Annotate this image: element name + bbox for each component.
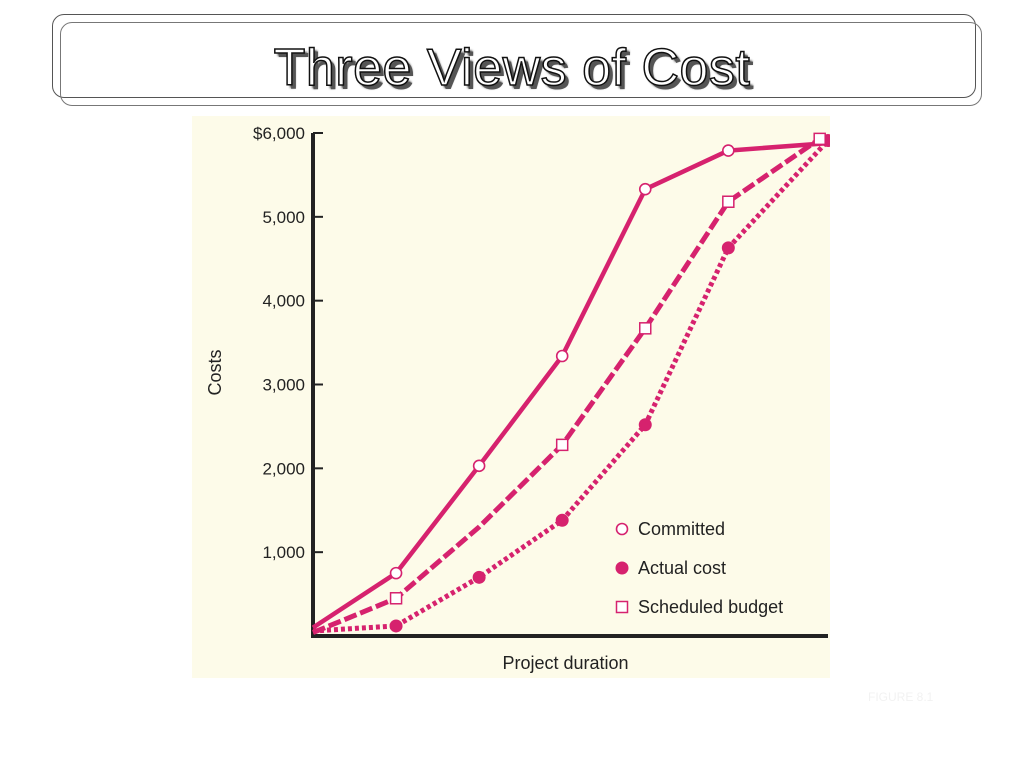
title-frame — [52, 14, 976, 98]
legend-marker-committed — [615, 522, 629, 536]
slide-title: Three Views of Cost — [273, 38, 751, 98]
data-point-actual-cost — [555, 513, 569, 527]
y-axis-title: Costs — [205, 349, 225, 395]
data-point-committed — [389, 566, 403, 580]
y-tick-label: 3,000 — [262, 376, 305, 395]
y-tick-label: 2,000 — [262, 459, 305, 478]
y-tick-label: 4,000 — [262, 292, 305, 311]
data-point-scheduled-budget — [813, 132, 826, 146]
title-frame-shadow — [60, 22, 982, 106]
legend-marker-actual-cost — [615, 561, 629, 575]
data-point-committed — [638, 182, 652, 196]
data-point-actual-cost — [472, 570, 486, 584]
x-axis-title: Project duration — [502, 653, 628, 673]
y-tick-label: 1,000 — [262, 543, 305, 562]
y-tick-label: 5,000 — [262, 208, 305, 227]
legend-label-scheduled-budget: Scheduled budget — [638, 597, 783, 617]
cost-chart: 1,000 2,000 3,000 4,000 5,000 $6,000 Project d… — [205, 124, 830, 673]
figure-note: FIGURE 8.1 — [868, 690, 934, 704]
data-point-scheduled-budget — [722, 195, 735, 208]
legend-marker-scheduled-budget — [615, 600, 629, 614]
data-point-committed — [722, 144, 735, 157]
data-point-scheduled-budget — [639, 322, 652, 335]
legend-label-actual-cost: Actual cost — [638, 558, 726, 578]
series-line-actual-cost — [312, 138, 830, 634]
series-line-scheduled-budget — [312, 136, 822, 635]
data-point-committed — [472, 459, 486, 473]
legend-label-committed: Committed — [638, 519, 725, 539]
data-point-scheduled-budget — [389, 592, 403, 605]
data-point-actual-cost — [638, 418, 652, 432]
data-point-actual-cost — [721, 241, 735, 255]
data-point-actual-cost — [389, 619, 403, 633]
y-tick-label: $6,000 — [253, 124, 305, 143]
data-point-scheduled-budget — [555, 438, 569, 452]
data-point-committed — [555, 349, 569, 363]
series-line-committed — [311, 140, 829, 630]
